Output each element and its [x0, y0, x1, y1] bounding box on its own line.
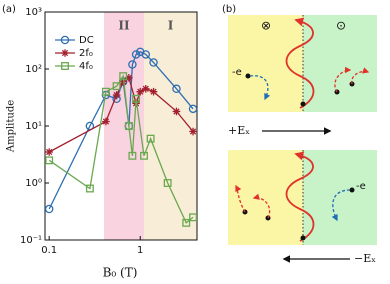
region-label: I: [168, 19, 174, 33]
panel-label: (a): [2, 4, 16, 15]
data-point: [112, 91, 121, 99]
trajectory: [235, 184, 246, 213]
trajectory: [334, 66, 352, 93]
field-label: +Eₓ: [228, 124, 250, 137]
data-point: [149, 58, 158, 67]
electron: [300, 235, 306, 241]
legend-label: DC: [79, 35, 94, 46]
data-point: [112, 82, 121, 91]
region-label: II: [118, 19, 130, 33]
data-point: [128, 151, 137, 160]
data-point: [163, 179, 172, 187]
wave: [285, 17, 315, 109]
data-point: [119, 72, 128, 81]
y-axis-label: Amplitude: [6, 100, 17, 153]
electron: [300, 101, 306, 107]
trajectory: [249, 75, 271, 101]
data-point: [85, 184, 94, 193]
chart: (a) B₀ (T) Amplitude II I10⁻¹10⁰10¹10²10³…: [2, 4, 198, 280]
region-right: [303, 15, 377, 112]
y-tick-label: 10⁰: [25, 178, 42, 189]
region-left: [228, 150, 303, 245]
data-point: [188, 104, 198, 114]
y-tick-label: 10²: [25, 64, 42, 75]
data-point: [132, 94, 141, 103]
legend-marker: [61, 62, 69, 70]
diagram: (b) ⊗ ⊙ -e +Eₓ -e −Eₓ: [222, 4, 377, 265]
data-point: [172, 107, 181, 116]
y-tick-label: 10¹: [25, 121, 42, 132]
y-tick-label: 10³: [25, 7, 42, 18]
trajectory: [252, 193, 271, 219]
electron: [245, 73, 251, 79]
series-line: [48, 74, 194, 224]
data-point: [45, 148, 53, 156]
electron-label: -e: [232, 67, 242, 78]
data-point: [189, 213, 197, 222]
legend-label: 2f₀: [79, 48, 93, 59]
trajectory: [351, 67, 370, 85]
region-right: [303, 150, 377, 245]
data-point: [44, 204, 54, 214]
field-label: −Eₓ: [354, 252, 376, 265]
trajectory: [331, 189, 351, 222]
data-point: [101, 87, 110, 96]
data-point: [131, 50, 141, 59]
electron-label: -e: [356, 181, 366, 192]
data-point: [141, 50, 151, 59]
field-symbol: ⊙: [336, 19, 346, 33]
data-point: [45, 156, 54, 165]
data-point: [125, 74, 133, 82]
field-symbol: ⊗: [261, 19, 271, 33]
data-point: [102, 117, 110, 126]
data-point: [141, 84, 150, 93]
y-tick-label: 10⁻¹: [20, 235, 42, 246]
panel-label: (b): [222, 4, 236, 15]
data-point: [189, 127, 197, 136]
data-point: [172, 84, 181, 94]
data-point: [124, 122, 133, 130]
data-point: [140, 151, 148, 160]
x-axis-label: B₀ (T): [103, 266, 138, 280]
data-point: [136, 87, 145, 96]
electron: [349, 187, 355, 193]
x-tick-label: 0.1: [41, 245, 57, 256]
legend-label: 4f₀: [79, 61, 93, 72]
legend-marker: [61, 49, 69, 57]
legend-marker: [60, 35, 70, 45]
wave: [285, 151, 315, 242]
data-point: [146, 134, 155, 143]
region: [103, 12, 145, 240]
data-point: [182, 218, 191, 227]
data-point: [128, 60, 137, 69]
x-tick-label: 1: [137, 245, 143, 256]
data-point: [149, 87, 158, 96]
